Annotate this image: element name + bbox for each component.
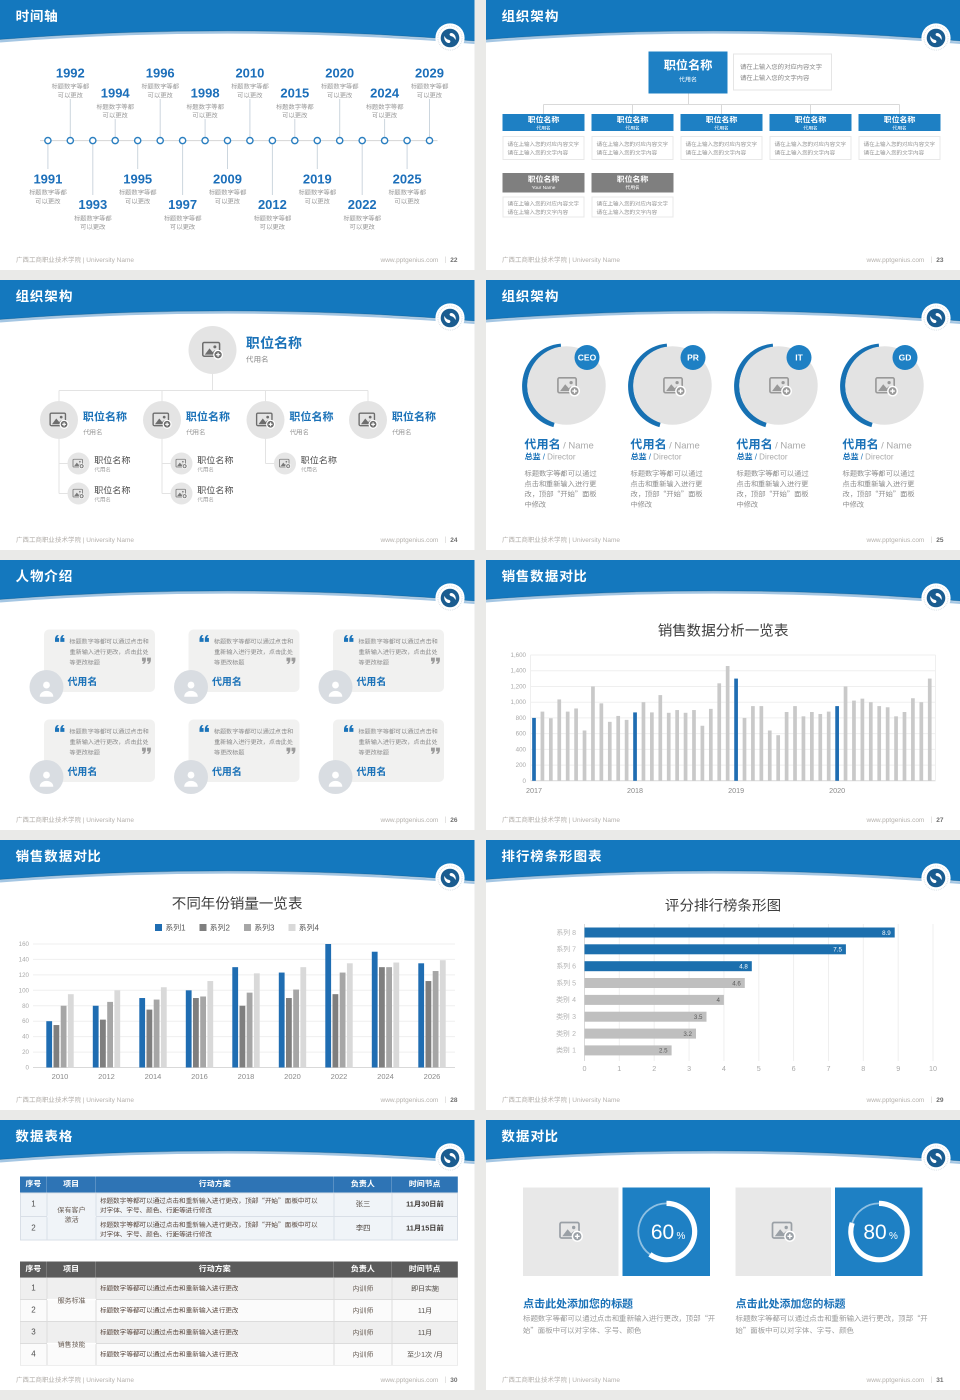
svg-text:%: % <box>888 1231 897 1242</box>
svg-text:3.2: 3.2 <box>683 1031 692 1038</box>
svg-text:800: 800 <box>515 715 526 722</box>
svg-text:1: 1 <box>617 1064 621 1073</box>
svg-text:140: 140 <box>19 956 30 963</box>
svg-text:2.5: 2.5 <box>658 1048 667 1055</box>
svg-text:1,400: 1,400 <box>510 668 526 675</box>
svg-text:2012: 2012 <box>98 1072 115 1081</box>
svg-text:IT: IT <box>795 353 803 363</box>
svg-text:系列 7: 系列 7 <box>556 946 576 954</box>
svg-text:400: 400 <box>515 746 526 753</box>
svg-text:7.5: 7.5 <box>833 947 842 954</box>
svg-text:2018: 2018 <box>627 786 643 795</box>
svg-text:2: 2 <box>652 1064 656 1073</box>
svg-text:2017: 2017 <box>526 786 542 795</box>
svg-text:9: 9 <box>896 1064 900 1073</box>
svg-text:600: 600 <box>515 731 526 738</box>
svg-text:0: 0 <box>26 1065 30 1072</box>
svg-text:2016: 2016 <box>191 1072 208 1081</box>
svg-text:80: 80 <box>863 1221 886 1244</box>
svg-text:1,000: 1,000 <box>510 699 526 706</box>
svg-text:3.5: 3.5 <box>693 1014 702 1021</box>
svg-text:8: 8 <box>861 1064 865 1073</box>
svg-text:2020: 2020 <box>284 1072 301 1081</box>
svg-text:类别 4: 类别 4 <box>555 996 576 1004</box>
svg-text:60: 60 <box>650 1221 673 1244</box>
svg-text:1,600: 1,600 <box>510 652 526 659</box>
svg-text:3: 3 <box>687 1064 691 1073</box>
svg-text:160: 160 <box>19 941 30 948</box>
svg-text:系列 6: 系列 6 <box>556 963 576 971</box>
svg-text:CEO: CEO <box>577 353 596 363</box>
svg-text:系列 5: 系列 5 <box>556 979 576 987</box>
svg-text:2022: 2022 <box>331 1072 348 1081</box>
svg-text:2020: 2020 <box>829 786 845 795</box>
svg-text:6: 6 <box>791 1064 795 1073</box>
svg-text:4: 4 <box>716 997 720 1004</box>
svg-text:0: 0 <box>582 1064 586 1073</box>
svg-text:120: 120 <box>19 972 30 979</box>
svg-text:80: 80 <box>22 1003 29 1010</box>
svg-text:PR: PR <box>687 353 699 363</box>
svg-text:200: 200 <box>515 762 526 769</box>
svg-text:类别 2: 类别 2 <box>555 1030 576 1038</box>
svg-text:8.9: 8.9 <box>882 930 891 937</box>
svg-text:10: 10 <box>929 1064 937 1073</box>
svg-text:2026: 2026 <box>424 1072 441 1081</box>
svg-text:1,200: 1,200 <box>510 684 526 691</box>
svg-text:GD: GD <box>898 353 911 363</box>
svg-text:2019: 2019 <box>728 786 744 795</box>
svg-text:20: 20 <box>22 1049 29 1056</box>
svg-text:2018: 2018 <box>238 1072 255 1081</box>
svg-text:100: 100 <box>19 987 30 994</box>
svg-text:系列 8: 系列 8 <box>556 929 576 937</box>
svg-text:5: 5 <box>756 1064 760 1073</box>
svg-text:60: 60 <box>22 1018 29 1025</box>
svg-text:%: % <box>676 1231 685 1242</box>
svg-text:4: 4 <box>721 1064 725 1073</box>
svg-text:2010: 2010 <box>52 1072 69 1081</box>
svg-text:0: 0 <box>522 778 526 785</box>
svg-text:4.8: 4.8 <box>739 964 748 971</box>
svg-text:2014: 2014 <box>145 1072 162 1081</box>
svg-text:7: 7 <box>826 1064 830 1073</box>
svg-text:类别 1: 类别 1 <box>555 1047 576 1055</box>
svg-text:类别 3: 类别 3 <box>555 1013 576 1021</box>
svg-text:2024: 2024 <box>377 1072 394 1081</box>
svg-text:40: 40 <box>22 1034 29 1041</box>
svg-text:4.6: 4.6 <box>732 980 741 987</box>
